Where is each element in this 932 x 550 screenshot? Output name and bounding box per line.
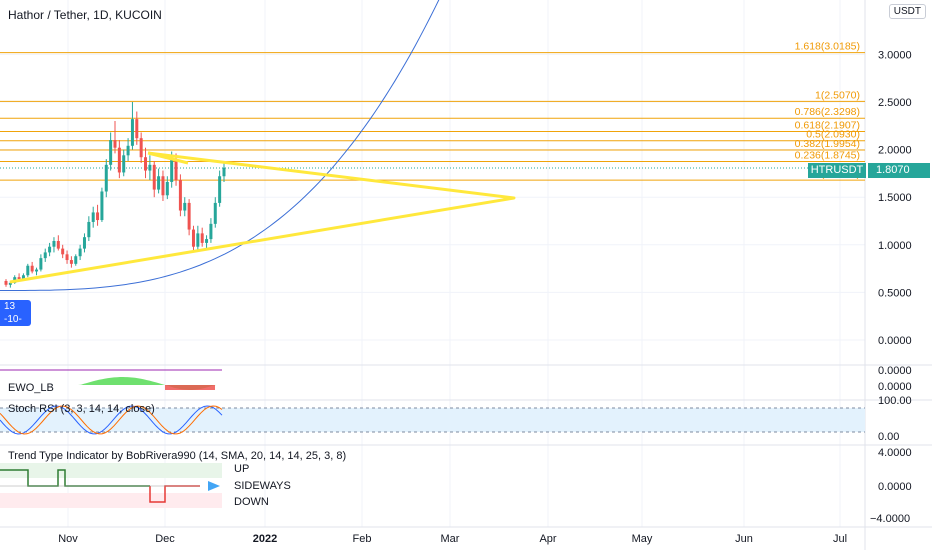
candle-body <box>201 233 204 243</box>
current-price-tag: 1.8070 <box>868 163 930 178</box>
trend-tick-label: −4.0000 <box>870 513 910 525</box>
price-tick-label: 3.0000 <box>878 49 912 61</box>
time-tick-label: May <box>632 533 653 545</box>
fib-level-label: 1(2.5070) <box>815 89 860 101</box>
stoch-tick-label: 0.00 <box>878 431 899 443</box>
candle-body <box>175 159 178 180</box>
ticker-tag: HTRUSDT <box>808 163 866 178</box>
candle-body <box>170 159 173 182</box>
time-tick-label: Nov <box>58 533 78 545</box>
trend-down-band <box>0 493 222 508</box>
price-tick-label: 2.5000 <box>878 97 912 109</box>
candle-body <box>100 191 103 220</box>
candle-body <box>92 212 95 222</box>
price-tick-label: 0.5000 <box>878 287 912 299</box>
candle-body <box>127 146 130 156</box>
candle-body <box>109 140 112 165</box>
price-tick-label: 2.0000 <box>878 145 912 157</box>
candle-body <box>131 119 134 146</box>
candle-body <box>192 230 195 247</box>
trend-up-band <box>0 463 222 478</box>
time-tick-label: Mar <box>441 533 460 545</box>
candle-body <box>52 241 55 247</box>
badge-line-2: -10-08 <box>0 313 31 339</box>
candle-body <box>105 165 108 192</box>
currency-button[interactable]: USDT <box>889 4 926 19</box>
candle-body <box>18 277 21 279</box>
candle-body <box>161 176 164 195</box>
candle-body <box>140 138 143 157</box>
candle-body <box>31 266 34 272</box>
candle-body <box>26 266 29 276</box>
candle-body <box>83 237 86 248</box>
candle-body <box>214 203 217 224</box>
time-tick-label: Feb <box>353 533 372 545</box>
stoch-rsi-pane-label[interactable]: Stoch RSI (3, 3, 14, 14, close) <box>8 403 155 415</box>
candle-body <box>153 165 156 190</box>
candle-body <box>5 281 8 285</box>
trend-down-label: DOWN <box>234 496 269 508</box>
candle-body <box>39 258 42 269</box>
chart-title: Hathor / Tether, 1D, KUCOIN <box>8 8 162 22</box>
candle-body <box>148 165 151 171</box>
ewo-tick-label: 0.0000 <box>878 381 912 393</box>
candle-body <box>35 270 38 272</box>
candle-body <box>61 249 64 255</box>
badge-line-1: 13 <box>0 300 31 313</box>
candle-body <box>122 155 125 172</box>
candle-body <box>66 254 69 260</box>
candle-body <box>87 222 90 237</box>
candle-body <box>166 182 169 195</box>
time-tick-label: Dec <box>155 533 175 545</box>
candle-body <box>157 176 160 189</box>
fib-level-label: 0.236(1.8745) <box>795 150 860 162</box>
ewo-negative <box>165 385 215 390</box>
candle-body <box>179 180 182 210</box>
candle-body <box>183 203 186 211</box>
time-tick-label: Apr <box>539 533 556 545</box>
fib-level-label: 0.382(1.9954) <box>795 138 860 150</box>
trend-tick-label: 0.0000 <box>878 481 912 493</box>
time-tick-label: Jun <box>735 533 753 545</box>
trend-up-label: UP <box>234 463 249 475</box>
ewo-tick-label: 0.0000 <box>878 365 912 377</box>
price-tick-label: 1.5000 <box>878 192 912 204</box>
candle-body <box>44 252 47 258</box>
candle-body <box>74 256 77 264</box>
time-tick-label: 2022 <box>253 533 277 545</box>
trend-indicator-pane-label[interactable]: Trend Type Indicator by BobRivera990 (14… <box>8 450 346 462</box>
ewo-pane-label[interactable]: EWO_LB <box>8 382 54 394</box>
candle-body <box>70 260 73 264</box>
fib-level-label: 1.618(3.0185) <box>795 41 860 53</box>
candle-body <box>118 148 121 173</box>
candle-body <box>57 241 60 249</box>
candle-body <box>218 176 221 203</box>
candle-body <box>114 140 117 148</box>
candle-body <box>144 157 147 170</box>
time-tick-label: Jul <box>833 533 847 545</box>
trend-tick-label: 4.0000 <box>878 447 912 459</box>
candle-body <box>96 212 99 220</box>
candle-body <box>79 249 82 257</box>
candle-body <box>205 239 208 243</box>
candle-body <box>135 119 138 138</box>
stoch-tick-label: 100.00 <box>878 395 912 407</box>
candle-body <box>196 233 199 246</box>
candle-body <box>48 247 51 253</box>
crosshair-date-badge: 13 -10-08 <box>0 300 31 326</box>
trend-marker <box>208 481 220 491</box>
candle-body <box>188 203 191 230</box>
fib-level-label: 0.786(2.3298) <box>795 106 860 118</box>
triangle-pattern <box>10 153 514 282</box>
price-tick-label: 0.0000 <box>878 335 912 347</box>
candle-body <box>209 224 212 239</box>
candle-body <box>223 168 226 177</box>
price-tick-label: 1.0000 <box>878 240 912 252</box>
trend-sideways-label: SIDEWAYS <box>234 480 291 492</box>
